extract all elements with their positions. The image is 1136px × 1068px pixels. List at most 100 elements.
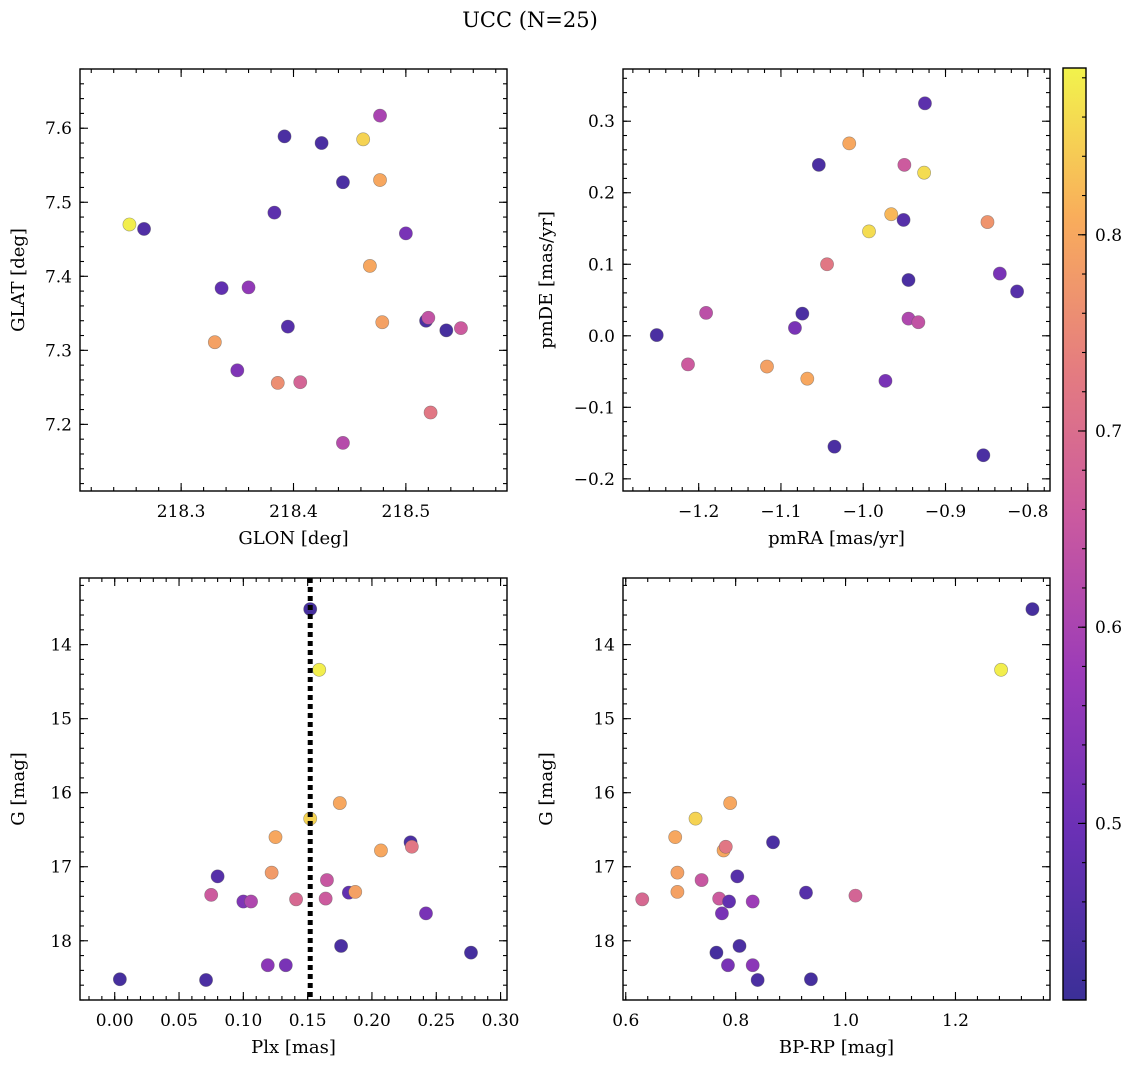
figure-title: UCC (N=25) bbox=[462, 8, 598, 32]
data-point bbox=[732, 939, 747, 953]
data-point bbox=[293, 375, 308, 390]
y-tick-label: 7.5 bbox=[45, 193, 72, 213]
colorbar-frame bbox=[1062, 67, 1087, 1001]
data-point bbox=[980, 215, 995, 229]
data-point bbox=[214, 281, 229, 296]
scatter-points bbox=[122, 108, 468, 450]
y-tick-label: 14 bbox=[593, 636, 615, 656]
data-point bbox=[896, 213, 911, 227]
y-tick-label: 17 bbox=[50, 858, 72, 878]
data-point bbox=[992, 266, 1007, 281]
data-point bbox=[348, 885, 363, 899]
data-point bbox=[270, 376, 285, 390]
data-point bbox=[289, 892, 303, 907]
data-point bbox=[709, 945, 724, 960]
y-tick-label: −0.1 bbox=[574, 398, 615, 418]
axes-frame bbox=[622, 577, 1051, 1001]
data-point bbox=[788, 321, 802, 335]
data-point bbox=[694, 873, 709, 887]
data-point bbox=[721, 958, 735, 973]
x-tick-label: 218.3 bbox=[157, 502, 206, 522]
data-point bbox=[122, 217, 137, 232]
y-tick-label: 7.2 bbox=[45, 415, 72, 435]
data-point bbox=[137, 222, 151, 236]
data-point bbox=[241, 280, 256, 295]
panel-plx-g: 0.00 0.05 0.10 0.15 0.20 0.25 0.30 14 15 16 17 18 Pl… bbox=[8, 577, 519, 1058]
data-point bbox=[334, 939, 348, 953]
data-point bbox=[800, 371, 815, 386]
x-tick-label: 1.0 bbox=[832, 1011, 859, 1031]
data-point bbox=[373, 108, 387, 123]
x-tick-label: −0.9 bbox=[925, 502, 966, 522]
data-point bbox=[312, 662, 327, 677]
y-tick-label: 15 bbox=[593, 710, 615, 730]
x-axis-label: GLON [deg] bbox=[238, 528, 348, 549]
x-tick-label: 0.00 bbox=[96, 1011, 134, 1031]
scatter-points bbox=[112, 602, 478, 987]
data-point bbox=[278, 958, 293, 973]
data-point bbox=[464, 945, 478, 960]
data-point bbox=[363, 259, 377, 273]
data-point bbox=[439, 323, 454, 338]
data-point bbox=[976, 448, 991, 463]
y-axis-label: G [mag] bbox=[536, 752, 557, 825]
data-point bbox=[373, 173, 387, 187]
x-tick-label: 1.2 bbox=[942, 1011, 969, 1031]
data-point bbox=[670, 865, 685, 880]
y-tick-label: 18 bbox=[593, 932, 615, 952]
y-axis-label: G [mag] bbox=[8, 752, 29, 825]
panel-cmd: 0.6 0.8 1.0 1.2 14 15 16 17 18 BP-RP [mag] G [mag] bbox=[536, 577, 1051, 1058]
data-point bbox=[244, 894, 258, 909]
data-point bbox=[199, 973, 213, 987]
panel-pm: −1.2 −1.1 −1.0 −0.9 −0.8 −0.2 −0.1 0.0 0.1 0.2 0.3… bbox=[536, 68, 1051, 549]
x-axis-label: Plx [mas] bbox=[251, 1037, 336, 1058]
data-point bbox=[718, 839, 733, 854]
x-tick-label: 0.20 bbox=[353, 1011, 391, 1031]
colorbar-tick-label: 0.6 bbox=[1095, 618, 1122, 638]
data-point bbox=[668, 830, 683, 845]
scatter-points bbox=[635, 602, 1040, 987]
y-tick-label: 15 bbox=[50, 710, 72, 730]
x-tick-label: −1.1 bbox=[760, 502, 801, 522]
data-point bbox=[842, 136, 857, 151]
data-point bbox=[878, 373, 893, 388]
scatter-points bbox=[649, 96, 1024, 463]
x-tick-label: 0.8 bbox=[722, 1011, 749, 1031]
data-point bbox=[1025, 602, 1040, 616]
data-point bbox=[320, 873, 334, 887]
y-tick-label: 7.3 bbox=[45, 341, 72, 361]
axes-frame bbox=[622, 68, 1051, 492]
data-point bbox=[210, 869, 225, 884]
data-point bbox=[820, 257, 834, 272]
data-point bbox=[374, 843, 388, 858]
data-point bbox=[917, 165, 932, 180]
colorbar-gradient bbox=[1063, 68, 1086, 1000]
data-point bbox=[204, 887, 219, 902]
colorbar-tick-label: 0.5 bbox=[1095, 814, 1122, 834]
data-point bbox=[750, 973, 765, 987]
axes-frame bbox=[79, 68, 508, 492]
data-point bbox=[827, 439, 842, 454]
x-axis-label: BP-RP [mag] bbox=[779, 1037, 894, 1058]
data-point bbox=[699, 306, 713, 320]
data-point bbox=[336, 435, 350, 450]
x-axis-label: pmRA [mas/yr] bbox=[768, 528, 905, 549]
data-point bbox=[398, 226, 413, 241]
x-tick-label: 0.05 bbox=[160, 1011, 198, 1031]
data-point bbox=[670, 885, 685, 899]
panel-glon-glat: 218.3 218.4 218.5 7.2 7.3 7.4 7.5 7.6 GLON [deg]… bbox=[8, 68, 508, 549]
data-point bbox=[745, 958, 760, 973]
data-point bbox=[994, 662, 1008, 677]
data-point bbox=[318, 891, 333, 906]
data-point bbox=[336, 175, 350, 190]
x-tick-label: 0.15 bbox=[289, 1011, 327, 1031]
data-point bbox=[760, 359, 774, 374]
data-point bbox=[862, 224, 876, 239]
data-point bbox=[423, 405, 438, 420]
data-point bbox=[332, 796, 347, 810]
data-point bbox=[766, 835, 780, 850]
data-point bbox=[421, 310, 436, 325]
data-point bbox=[1010, 284, 1024, 299]
axes-frame bbox=[79, 577, 508, 1001]
